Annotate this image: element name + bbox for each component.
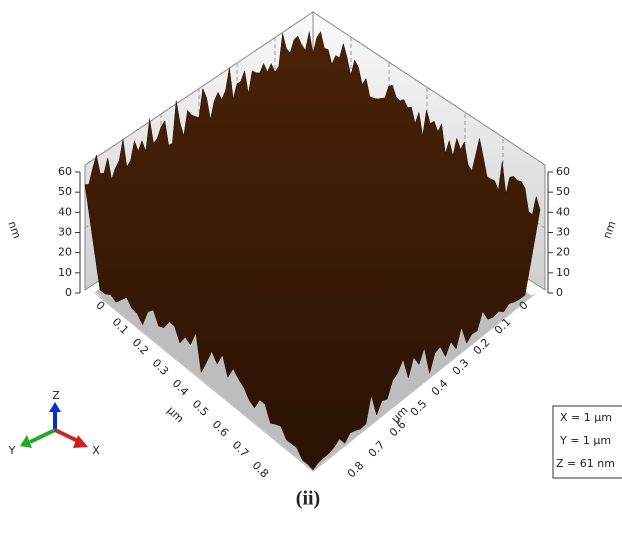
ground-tick-label: 0.4 bbox=[429, 377, 451, 399]
info-y: Y = 1 µm bbox=[559, 434, 611, 447]
z-tick-label: 10 bbox=[58, 266, 72, 279]
z-tick-label: 40 bbox=[556, 205, 570, 218]
z-tick-label: 60 bbox=[58, 165, 72, 178]
info-x: X = 1 µm bbox=[560, 411, 612, 424]
z-tick-label: 0 bbox=[556, 286, 563, 299]
ground-tick-label: 0.2 bbox=[130, 336, 152, 358]
triad-z: Z bbox=[52, 389, 60, 402]
z-tick-label: 30 bbox=[556, 226, 570, 239]
ground-tick-label: 0.6 bbox=[210, 418, 232, 440]
z-tick-label: 20 bbox=[556, 246, 570, 259]
ground-tick-label: 0.5 bbox=[408, 397, 430, 419]
z-tick-label: 50 bbox=[556, 185, 570, 198]
ground-tick-label: 0.8 bbox=[345, 459, 367, 481]
z-tick-label: 50 bbox=[58, 185, 72, 198]
ground-axis-label: µm bbox=[164, 404, 186, 426]
triad-x: X bbox=[92, 444, 100, 457]
caption: (ii) bbox=[296, 488, 320, 510]
surface bbox=[84, 31, 541, 471]
ground-tick-label: 0.7 bbox=[230, 438, 252, 460]
info-box bbox=[552, 405, 622, 479]
axis-triad: Z Y X bbox=[8, 389, 101, 457]
z-axis-label: nm bbox=[600, 219, 618, 240]
ground-tick-label: 0 bbox=[93, 299, 107, 313]
ground-tick-label: 0.8 bbox=[250, 459, 272, 481]
z-tick-label: 10 bbox=[556, 266, 570, 279]
z-tick-label: 0 bbox=[65, 286, 72, 299]
info-z: Z = 61 nm bbox=[556, 457, 615, 470]
z-tick-label: 60 bbox=[556, 165, 570, 178]
ground-tick-label: 0.5 bbox=[190, 397, 212, 419]
z-axis-label: nm bbox=[5, 219, 23, 240]
ground-tick-label: 0.3 bbox=[150, 356, 172, 378]
z-tick-label: 20 bbox=[58, 246, 72, 259]
ground-tick-label: 0.4 bbox=[170, 377, 192, 399]
ground-tick-label: 0.7 bbox=[366, 438, 388, 460]
z-tick-label: 30 bbox=[58, 226, 72, 239]
triad-y: Y bbox=[8, 444, 16, 457]
z-tick-label: 40 bbox=[58, 205, 72, 218]
